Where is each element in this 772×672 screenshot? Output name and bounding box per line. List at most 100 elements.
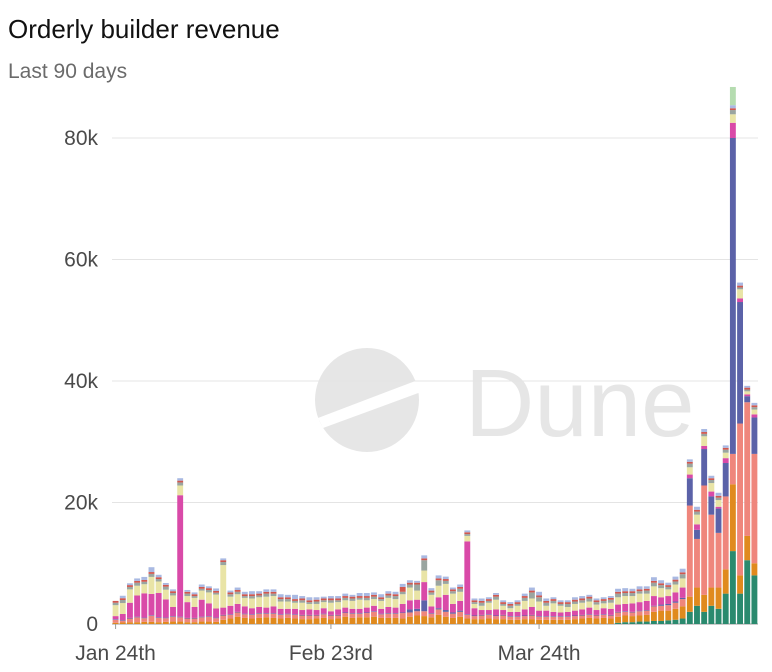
bar-segment-yellow — [550, 603, 557, 612]
grid-lines — [112, 137, 758, 625]
bar-segment-lightblue — [263, 589, 270, 592]
bar-segment-salmon — [119, 620, 126, 623]
bar-stack — [213, 588, 220, 624]
bar-segment-red — [744, 387, 751, 390]
bar-segment-red — [686, 461, 693, 464]
bar-segment-orange — [421, 616, 428, 624]
bar-segment-salmon — [249, 614, 255, 619]
bar-segment-salmon — [112, 619, 119, 623]
bar-segment-grey — [299, 600, 306, 603]
bar-segment-salmon — [170, 616, 176, 622]
bar-segment-grey — [715, 497, 722, 501]
bar-segment-lightblue — [650, 577, 657, 581]
bar-segment-orange — [342, 616, 349, 624]
bar-stack — [478, 598, 485, 624]
bar-segment-grey — [751, 407, 758, 410]
bar-segment-lightblue — [478, 598, 485, 601]
bar-segment-yellow — [435, 585, 442, 598]
bar-segment-salmon — [550, 616, 557, 620]
bar-stack — [442, 576, 449, 624]
bar-stack — [607, 596, 614, 624]
bar-segment-lightblue — [543, 598, 550, 601]
bar-segment-orange — [615, 616, 621, 623]
bar-segment-red — [399, 586, 406, 592]
bar-stack — [737, 282, 743, 624]
bar-segment-red — [643, 588, 650, 591]
bar-segment-lightblue — [722, 445, 729, 448]
bar-segment-grey — [579, 600, 586, 603]
bar-segment-grey — [643, 590, 650, 594]
bar-segment-teal — [636, 621, 643, 624]
bar-segment-orange — [457, 616, 464, 624]
bar-stack — [155, 574, 162, 624]
bar-segment-red — [751, 405, 758, 408]
bar-stack — [593, 598, 600, 624]
bar-segment-teal — [729, 551, 736, 624]
bar-segment-yellow — [701, 436, 708, 447]
bar-stack — [148, 567, 155, 624]
bar-segment-red — [313, 599, 320, 602]
bar-segment-yellow — [198, 590, 205, 600]
bar-segment-salmon — [744, 402, 751, 536]
bar-segment-magenta — [442, 594, 449, 611]
bar-segment-orange — [672, 608, 679, 620]
bar-segment-magenta — [414, 599, 420, 609]
bar-segment-teal — [665, 620, 672, 624]
bar-segment-salmon — [514, 616, 521, 620]
bar-segment-red — [227, 592, 234, 595]
bar-segment-grey — [557, 603, 564, 606]
bar-segment-lightblue — [622, 588, 629, 592]
bar-segment-teal — [686, 611, 693, 624]
bar-segment-red — [521, 596, 528, 598]
bar-segment-orange — [162, 621, 169, 624]
bar-segment-indigo — [629, 611, 636, 613]
bar-segment-red — [543, 600, 550, 603]
bar-segment-indigo — [521, 615, 528, 617]
bar-segment-teal — [643, 621, 650, 624]
bar-segment-teal — [701, 611, 708, 624]
bar-segment-red — [392, 594, 399, 597]
bar-stack — [536, 591, 543, 624]
bar-segment-red — [622, 591, 629, 594]
bar-segment-orange — [313, 618, 320, 624]
bar-segment-salmon — [234, 612, 241, 617]
bar-stack — [435, 575, 442, 624]
bar-segment-salmon — [650, 606, 657, 612]
bar-segment-magenta — [155, 593, 162, 618]
bar-segment-magenta — [485, 610, 492, 615]
bar-stack — [658, 580, 665, 624]
bar-segment-salmon — [528, 615, 535, 620]
bar-segment-indigo — [428, 613, 435, 614]
bar-segment-yellow — [672, 584, 679, 593]
bar-segment-red — [485, 599, 492, 601]
bar-segment-magenta — [299, 610, 306, 615]
bar-segment-indigo — [607, 614, 614, 616]
bar-segment-magenta — [737, 298, 743, 303]
bar-segment-yellow — [421, 570, 428, 583]
bar-segment-salmon — [715, 532, 722, 588]
bar-segment-yellow — [385, 597, 392, 607]
bar-segment-indigo — [306, 614, 313, 616]
bar-segment-red — [213, 590, 220, 593]
bar-segment-magenta — [593, 610, 600, 615]
bar-segment-magenta — [622, 603, 629, 612]
bar-segment-magenta — [464, 541, 471, 615]
bar-segment-yellow — [722, 452, 729, 459]
bar-segment-indigo — [550, 616, 557, 617]
bar-segment-grey — [414, 584, 420, 591]
bar-segment-magenta — [694, 524, 700, 530]
bar-segment-grey — [306, 602, 313, 604]
bar-segment-grey — [421, 560, 428, 571]
bar-segment-red — [579, 598, 586, 601]
bar-segment-yellow — [564, 606, 571, 612]
bar-stack — [270, 589, 277, 624]
bar-segment-grey — [227, 594, 234, 597]
bar-segment-indigo — [751, 417, 758, 454]
bar-segment-teal — [715, 608, 722, 624]
bar-segment-red — [493, 594, 499, 597]
bar-segment-magenta — [198, 599, 205, 617]
bar-segment-lightblue — [643, 586, 650, 589]
bar-stack — [694, 506, 700, 624]
bar-segment-orange — [356, 617, 363, 624]
bar-stack — [543, 598, 550, 624]
